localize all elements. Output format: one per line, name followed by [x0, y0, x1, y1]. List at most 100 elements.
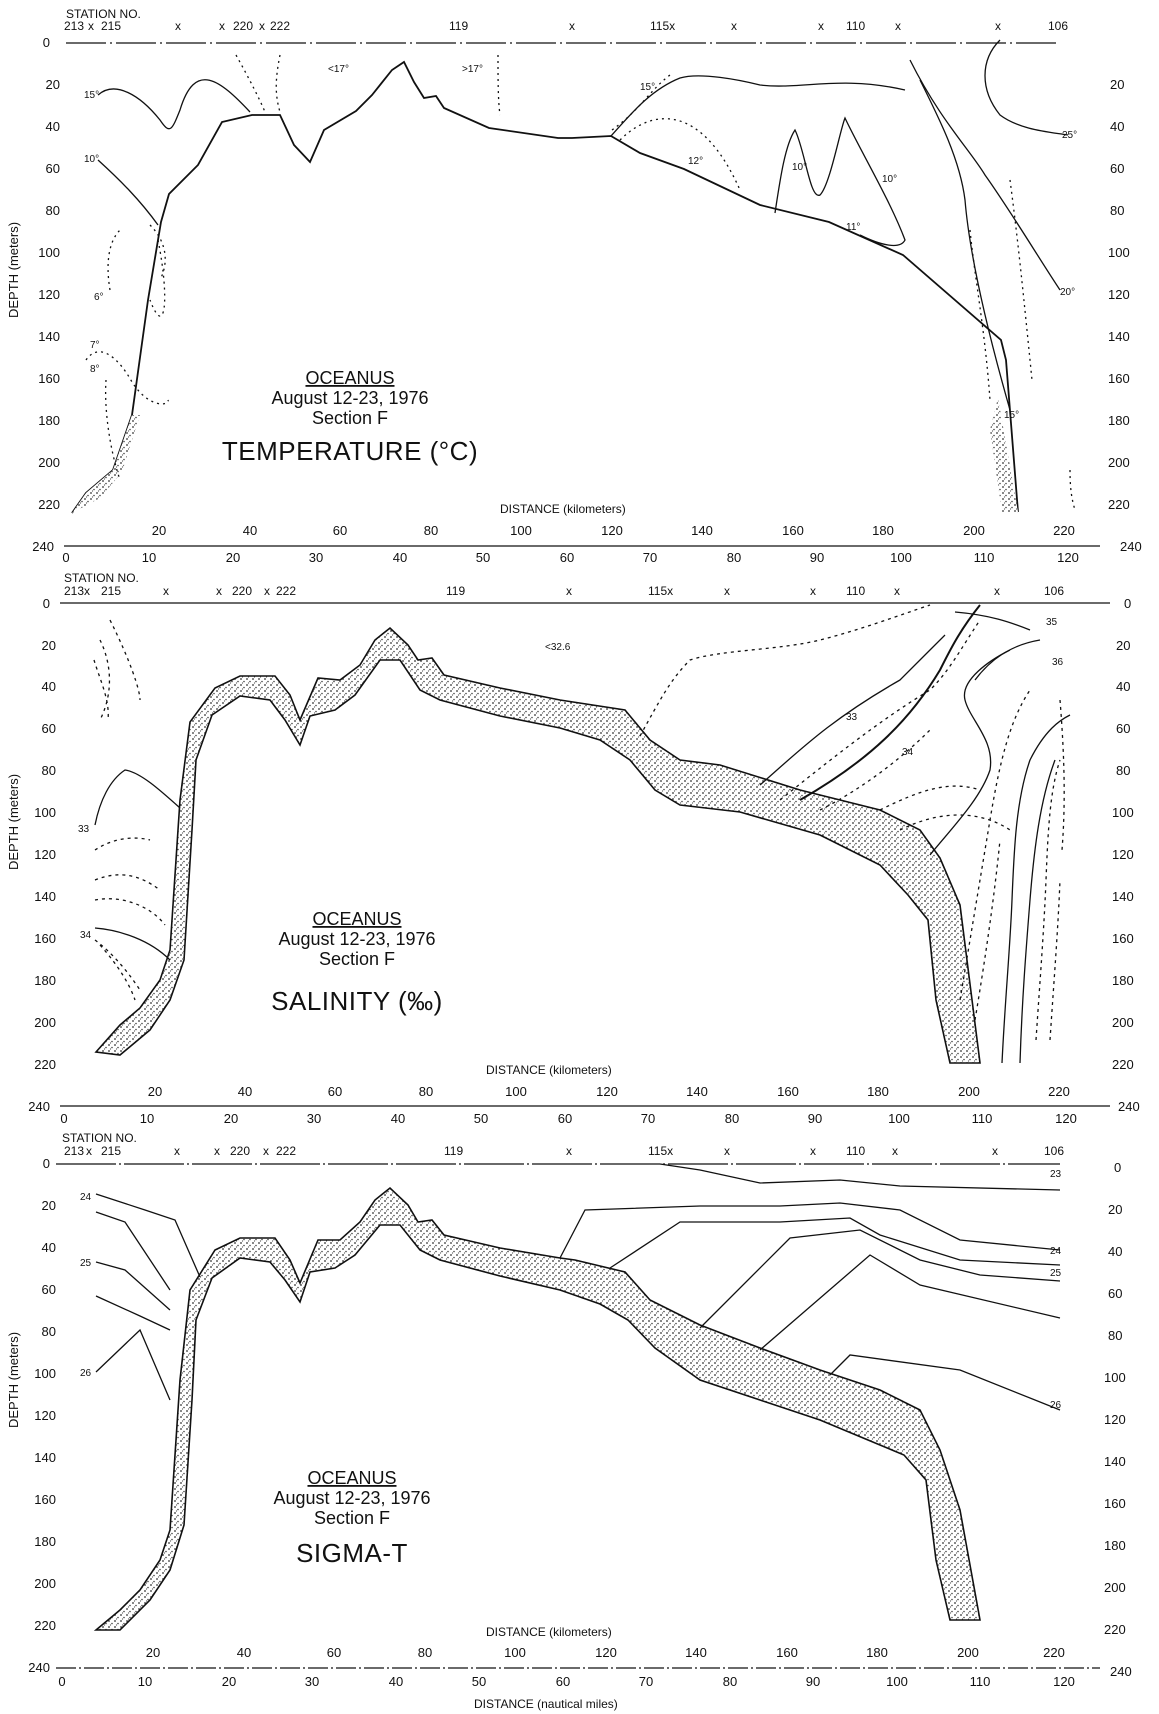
station-number: x [219, 19, 225, 33]
section-name: Section F [319, 949, 395, 969]
contour-label: 10° [84, 154, 99, 165]
isopycnal-24b [95, 1211, 171, 1291]
nm-tick: 60 [556, 1674, 570, 1689]
contour-label: 33 [78, 824, 90, 835]
nm-tick: 10 [140, 1111, 154, 1126]
depth-tick: 0 [1114, 1160, 1121, 1175]
depth-tick: 20 [1108, 1202, 1122, 1217]
contour-label: 23 [1050, 1169, 1062, 1180]
y-axis-title: DEPTH (meters) [6, 774, 21, 870]
station-number: x [264, 584, 270, 598]
km-tick: 200 [958, 1084, 980, 1099]
contour-label: 15° [84, 90, 99, 101]
depth-tick: 20 [1110, 77, 1124, 92]
station-number: x [259, 19, 265, 33]
km-tick: 60 [333, 523, 347, 538]
nm-tick: 30 [309, 550, 323, 565]
depth-tick: 200 [34, 1576, 56, 1591]
station-number: 115x [650, 19, 675, 33]
nm-tick: 0 [62, 550, 69, 565]
nm-tick: 120 [1053, 1674, 1075, 1689]
nm-tick: 100 [886, 1674, 908, 1689]
contour-label: 24 [80, 1192, 92, 1203]
depth-tick: 200 [1108, 455, 1130, 470]
nm-tick: 40 [391, 1111, 405, 1126]
contour-label: 36 [1052, 657, 1064, 668]
nm-tick: 110 [972, 1111, 993, 1126]
nm-tick: 40 [393, 550, 407, 565]
depth-tick: 120 [34, 1408, 56, 1423]
station-number: 222 [276, 1144, 296, 1158]
depth-tick: 80 [42, 763, 56, 778]
contour-label: 35 [1046, 617, 1058, 628]
km-tick: 160 [777, 1084, 799, 1099]
isotherm-dotted [85, 351, 169, 405]
station-number: x [163, 584, 169, 598]
station-number: x [731, 19, 737, 33]
nm-tick: 50 [474, 1111, 488, 1126]
isotherm-10 [97, 159, 159, 226]
nm-tick: 10 [142, 550, 156, 565]
isotherm-dotted [107, 224, 166, 317]
isopycnal-24 [95, 1193, 201, 1278]
depth-tick: 220 [38, 497, 60, 512]
depth-tick: 140 [34, 889, 56, 904]
km-tick: 180 [867, 1084, 889, 1099]
depth-tick: 160 [1108, 371, 1130, 386]
isopycnal-24-right-b [609, 1217, 1061, 1269]
isopycnals [95, 1163, 1061, 1411]
station-number: 220 [230, 1144, 250, 1158]
depth-tick: 140 [38, 329, 60, 344]
km-ticks: 20 40 60 80 100 120 140 160 180 200 220 [146, 1645, 1065, 1660]
depth-tick: 240 [28, 1099, 50, 1114]
depth-tick: 220 [1104, 1622, 1126, 1637]
km-tick: 160 [782, 523, 804, 538]
cruise-dates: August 12-23, 1976 [273, 1488, 430, 1508]
nm-tick: 50 [476, 550, 490, 565]
nm-tick: 20 [222, 1674, 236, 1689]
depth-tick: 40 [1116, 679, 1130, 694]
nm-tick: 40 [389, 1674, 403, 1689]
station-number: x [724, 584, 730, 598]
depth-tick: 100 [1104, 1370, 1126, 1385]
km-tick: 160 [776, 1645, 798, 1660]
contour-label: >17° [462, 64, 483, 75]
station-number: 222 [276, 584, 296, 598]
depth-tick: 120 [34, 847, 56, 862]
depth-tick: 60 [42, 721, 56, 736]
station-number: x [992, 1144, 998, 1158]
cruise-name: OCEANUS [312, 909, 401, 929]
nm-tick: 60 [558, 1111, 572, 1126]
contour-label: 12° [688, 156, 703, 167]
depth-ticks-right: 0 20 40 60 80 100 120 140 160 180 200 22… [1104, 1160, 1132, 1679]
isotherm-warm-dome [610, 75, 906, 137]
km-ticks: 20 40 60 80 100 120 140 160 180 200 220 [152, 523, 1075, 538]
section-name: Section F [312, 408, 388, 428]
isotherm-labels: 15° 10° 6° 7° 8° <17° >17° 15° 12° 10° 1… [84, 64, 1077, 421]
depth-tick: 40 [42, 1240, 56, 1255]
station-number: 110 [846, 1144, 865, 1158]
km-tick: 180 [866, 1645, 888, 1660]
depth-tick: 40 [1110, 119, 1124, 134]
nm-tick: 120 [1057, 550, 1079, 565]
station-number: x [810, 584, 816, 598]
depth-tick: 220 [34, 1618, 56, 1633]
depth-tick: 20 [46, 77, 60, 92]
isohaline-dotted [93, 619, 141, 721]
nm-tick: 100 [888, 1111, 910, 1126]
panel-caption: OCEANUS August 12-23, 1976 Section F TEM… [222, 368, 478, 466]
station-number: x [895, 19, 901, 33]
nm-tick: 70 [643, 550, 657, 565]
km-tick: 120 [601, 523, 623, 538]
station-number: 115x [648, 1144, 673, 1158]
depth-tick: 240 [1110, 1664, 1132, 1679]
km-tick: 40 [237, 1645, 251, 1660]
km-tick: 60 [328, 1084, 342, 1099]
isopycnal-26-right [829, 1354, 1061, 1411]
station-number: 215 [101, 19, 121, 33]
depth-ticks-left: 0 20 40 60 80 100 120 140 160 180 200 22… [28, 1156, 56, 1675]
contour-label: 8° [90, 364, 100, 375]
depth-tick: 60 [1108, 1286, 1122, 1301]
depth-tick: 80 [46, 203, 60, 218]
